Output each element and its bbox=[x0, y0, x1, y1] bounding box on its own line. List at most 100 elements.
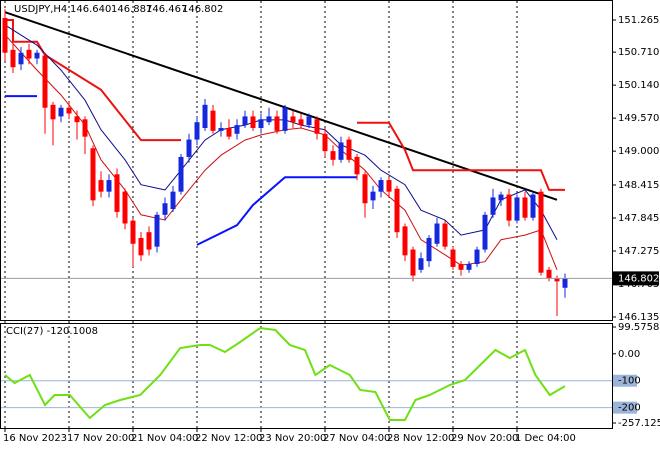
y-tick-label: 146.135 bbox=[618, 312, 659, 323]
candle-body bbox=[202, 104, 208, 128]
y-tick-label: -100 bbox=[618, 376, 641, 387]
last-price-label: 146.802 bbox=[618, 273, 659, 284]
candle-body bbox=[474, 249, 480, 265]
x-tick-label: 23 Nov 20:00 bbox=[259, 433, 326, 444]
candle-body bbox=[250, 116, 256, 128]
y-tick-label: 99.5758 bbox=[618, 322, 659, 333]
candle-body bbox=[378, 180, 384, 192]
candle-body bbox=[522, 197, 528, 218]
candle-body bbox=[506, 194, 512, 221]
x-tick-label: 1 Dec 04:00 bbox=[515, 433, 576, 444]
x-tick-label: 29 Nov 20:00 bbox=[451, 433, 518, 444]
candle-body bbox=[466, 264, 472, 270]
y-tick-label: 151.265 bbox=[618, 15, 659, 26]
line bbox=[5, 95, 357, 246]
y-tick-label: 149.000 bbox=[618, 146, 659, 157]
candle-body bbox=[154, 214, 160, 247]
header-close: 146.802 bbox=[182, 4, 223, 15]
candle-body bbox=[538, 191, 544, 273]
candle-body bbox=[122, 191, 128, 224]
header-low: 146.467 bbox=[146, 4, 187, 15]
candle-body bbox=[210, 110, 216, 131]
candle-body bbox=[114, 174, 120, 212]
candle-body bbox=[498, 194, 504, 201]
candle-body bbox=[18, 52, 24, 65]
candle-body bbox=[162, 203, 168, 215]
candle-body bbox=[146, 232, 152, 250]
level-box bbox=[613, 401, 637, 414]
line bbox=[4, 326, 566, 421]
candle-body bbox=[314, 119, 320, 134]
candle-body bbox=[330, 151, 336, 160]
last-price-box bbox=[613, 271, 659, 286]
y-tick-label: 0.00 bbox=[618, 349, 640, 360]
candle-body bbox=[482, 214, 488, 250]
symbol: USDJPY,H4 bbox=[14, 4, 67, 15]
candle-body bbox=[242, 116, 248, 126]
candle-body bbox=[490, 197, 496, 215]
candle-body bbox=[258, 119, 264, 128]
candle-body bbox=[58, 107, 64, 117]
x-tick-label: 27 Nov 04:00 bbox=[323, 433, 390, 444]
header-high: 146.887 bbox=[111, 4, 152, 15]
candle-body bbox=[346, 139, 352, 160]
price-panel bbox=[0, 0, 613, 321]
header-open: 146.640 bbox=[70, 4, 111, 15]
candle-body bbox=[98, 180, 104, 192]
level-box bbox=[613, 374, 637, 387]
y-tick-label: 147.845 bbox=[618, 213, 659, 224]
x-tick-label: 22 Nov 12:00 bbox=[195, 433, 262, 444]
y-tick-label: -257.1256 bbox=[618, 418, 660, 429]
candle-body bbox=[514, 197, 520, 221]
candle-body bbox=[546, 269, 552, 279]
candle-body bbox=[2, 17, 8, 53]
candle-body bbox=[338, 142, 344, 160]
line bbox=[4, 11, 558, 201]
x-tick-label: 16 Nov 2023 bbox=[3, 433, 67, 444]
candle-body bbox=[386, 180, 392, 192]
candle-body bbox=[554, 278, 560, 282]
x-tick-label: 17 Nov 20:00 bbox=[67, 433, 134, 444]
candle-body bbox=[562, 278, 568, 288]
x-tick-label: 21 Nov 04:00 bbox=[131, 433, 198, 444]
line bbox=[4, 34, 558, 270]
y-tick-label: -200 bbox=[618, 403, 641, 414]
candle-body bbox=[74, 116, 80, 123]
candle-body bbox=[530, 194, 536, 218]
y-tick-label: 150.140 bbox=[618, 80, 659, 91]
candle-body bbox=[178, 156, 184, 192]
candle-body bbox=[186, 139, 192, 157]
candle-body bbox=[138, 237, 144, 256]
candle-body bbox=[50, 104, 56, 120]
candle-body bbox=[290, 116, 296, 123]
candle-body bbox=[42, 55, 48, 108]
candle-body bbox=[410, 249, 416, 276]
candle-body bbox=[266, 116, 272, 123]
candle-body bbox=[106, 180, 112, 192]
candle-body bbox=[362, 174, 368, 204]
candle-body bbox=[458, 264, 464, 270]
cci-title: CCI(27) -120.1008 bbox=[6, 326, 98, 337]
candle-body bbox=[90, 148, 96, 201]
y-tick-label: 148.415 bbox=[618, 180, 659, 191]
candle-body bbox=[34, 52, 40, 59]
candle-body bbox=[282, 107, 288, 131]
candle-body bbox=[226, 127, 232, 137]
candle-body bbox=[306, 116, 312, 126]
candle-body bbox=[426, 237, 432, 262]
candle-body bbox=[234, 125, 240, 134]
candle-body bbox=[26, 49, 32, 59]
candle-body bbox=[130, 220, 136, 244]
candle-body bbox=[418, 258, 424, 270]
candle-body bbox=[434, 223, 440, 244]
candle-body bbox=[322, 133, 328, 152]
candle-body bbox=[10, 49, 16, 68]
candle-body bbox=[442, 223, 448, 247]
y-tick-label: 147.275 bbox=[618, 246, 659, 257]
candle-body bbox=[274, 116, 280, 131]
candle-body bbox=[218, 127, 224, 131]
candle-body bbox=[298, 119, 304, 126]
y-tick-label: 149.570 bbox=[618, 113, 659, 124]
candle-body bbox=[170, 191, 176, 210]
y-tick-label: 150.710 bbox=[618, 47, 659, 58]
